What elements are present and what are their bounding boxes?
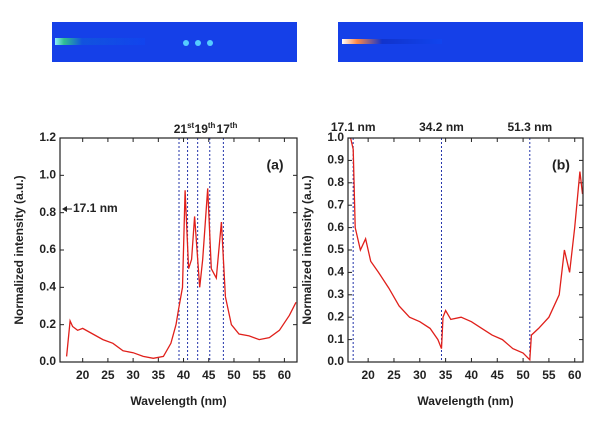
y-tick-label: 1.0 (327, 130, 344, 144)
y-tick-label: 0.8 (327, 175, 344, 189)
x-axis-label: Wavelength (nm) (130, 394, 226, 408)
plot-frame (347, 137, 584, 363)
x-tick-label: 50 (227, 368, 241, 382)
harmonic-label: 17th (217, 121, 238, 136)
y-tick-label: 0.0 (327, 354, 344, 368)
y-tick-label: 0.6 (327, 220, 344, 234)
y-tick-label: 0.8 (39, 205, 56, 219)
harmonic-number: 19 (195, 122, 209, 136)
y-tick-label: 0.3 (327, 287, 344, 301)
x-tick-label: 40 (465, 368, 479, 382)
x-tick-label: 55 (253, 368, 267, 382)
y-tick-label: 0.4 (327, 265, 344, 279)
y-tick-label: 0.2 (39, 317, 56, 331)
y-tick-label: 1.2 (39, 130, 56, 144)
y-tick-label: 0.2 (327, 309, 344, 323)
beam (342, 39, 442, 44)
x-tick-label: 45 (491, 368, 505, 382)
x-tick-label: 40 (177, 368, 191, 382)
x-tick-label: 50 (516, 368, 530, 382)
marker-label: 51.3 nm (507, 120, 552, 134)
y-axis-label: Normalized intensity (a.u.) (300, 175, 314, 324)
marker-label: 17.1 nm (331, 120, 376, 134)
x-tick-label: 35 (152, 368, 166, 382)
spectrum-line (65, 188, 297, 359)
panel-label: (b) (552, 157, 570, 173)
spectrum-line (349, 137, 584, 362)
spot (183, 40, 189, 46)
x-tick-label: 35 (439, 368, 453, 382)
x-tick-label: 20 (76, 368, 90, 382)
spot (195, 40, 201, 46)
x-tick-label: 30 (413, 368, 427, 382)
x-tick-label: 30 (126, 368, 140, 382)
harmonic-suffix: st (187, 121, 194, 130)
y-tick-label: 0.6 (39, 242, 56, 256)
harmonic-suffix: th (208, 121, 216, 130)
y-tick-label: 0.5 (327, 242, 344, 256)
x-tick-label: 55 (542, 368, 556, 382)
harmonic-number: 17 (217, 122, 231, 136)
x-tick-label: 60 (568, 368, 582, 382)
harmonic-label: 19th (195, 121, 216, 136)
harmonic-suffix: th (230, 121, 238, 130)
harmonic-label: 21st (174, 121, 195, 136)
arrow-head (62, 206, 67, 212)
x-tick-label: 25 (387, 368, 401, 382)
beam (55, 38, 145, 45)
y-tick-label: 0.4 (39, 280, 56, 294)
arrow-label: 17.1 nm (73, 201, 118, 215)
x-tick-label: 60 (278, 368, 292, 382)
y-tick-label: 1.0 (39, 168, 56, 182)
marker-label: 34.2 nm (419, 120, 464, 134)
x-tick-label: 25 (101, 368, 115, 382)
plot-frame (59, 137, 298, 363)
y-tick-label: 0.9 (327, 153, 344, 167)
x-axis-label: Wavelength (nm) (417, 394, 513, 408)
y-axis-label: Normalized intensity (a.u.) (12, 175, 26, 324)
y-tick-label: 0.7 (327, 197, 344, 211)
spot (207, 40, 213, 46)
y-tick-label: 0.1 (327, 332, 344, 346)
harmonic-number: 21 (174, 122, 188, 136)
panel-label: (a) (266, 157, 283, 173)
x-tick-label: 45 (202, 368, 216, 382)
x-tick-label: 20 (361, 368, 375, 382)
y-tick-label: 0.0 (39, 354, 56, 368)
